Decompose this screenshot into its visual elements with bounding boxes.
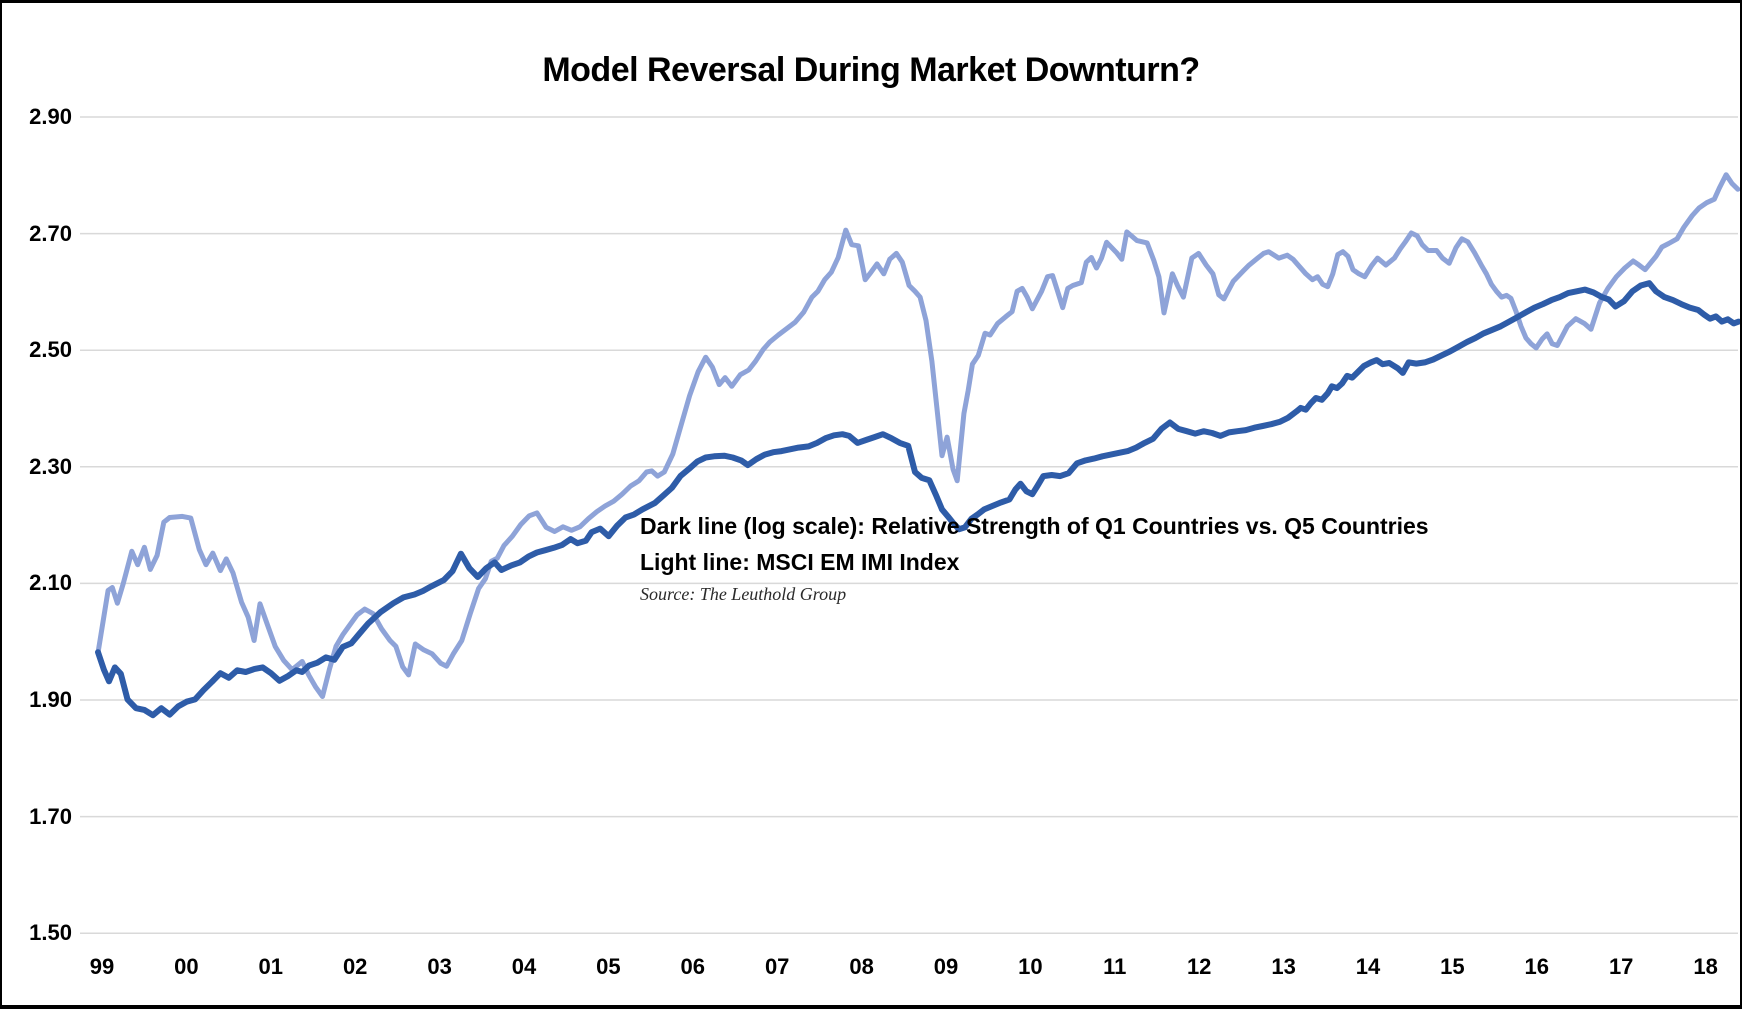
- series-dark-line: [95, 280, 1740, 719]
- x-axis-tick-label: 06: [680, 954, 706, 979]
- legend-light-line-label: Light line: MSCI EM IMI Index: [640, 549, 960, 575]
- y-axis-tick-label: 1.90: [29, 687, 72, 712]
- source-credit: Source: The Leuthold Group: [640, 584, 847, 604]
- y-axis-tick-label: 1.50: [29, 920, 72, 946]
- x-axis-tick-label: 10: [1018, 954, 1043, 979]
- chart-canvas: [80, 116, 1740, 934]
- x-axis-tick-label: 02: [342, 954, 368, 979]
- x-axis-tick-label: 99: [89, 954, 115, 979]
- y-axis-tick-label: 1.70: [29, 803, 72, 829]
- y-axis-tick-label: 2.10: [29, 570, 72, 596]
- x-axis-tick-label: 17: [1608, 954, 1634, 979]
- legend-dark-line-label: Dark line (log scale): Relative Strength…: [640, 513, 1429, 539]
- y-axis-tick-label: 2.50: [29, 337, 72, 363]
- x-axis-tick-label: 16: [1524, 954, 1550, 979]
- x-axis-tick-label: 01: [258, 954, 284, 979]
- x-axis-tick-label: 13: [1271, 954, 1296, 979]
- y-axis-tick-label: 2.70: [29, 220, 72, 246]
- x-axis-tick-label: 04: [511, 954, 537, 979]
- y-axis-tick-label: 2.90: [29, 104, 72, 129]
- x-axis-tick-label: 09: [933, 954, 959, 979]
- x-axis-tick-label: 08: [849, 954, 874, 979]
- x-axis-tick-label: 15: [1440, 954, 1465, 979]
- x-axis-tick-label: 18: [1693, 954, 1718, 979]
- x-axis-tick-label: 11: [1103, 954, 1127, 979]
- x-axis-tick-label: 14: [1355, 954, 1381, 979]
- x-axis-tick-label: 05: [596, 954, 621, 979]
- chart-title: Model Reversal During Market Downturn?: [542, 51, 1200, 89]
- x-axis-tick-label: 00: [174, 954, 199, 979]
- series-light-line: [95, 172, 1740, 699]
- x-axis-tick-label: 07: [764, 954, 790, 979]
- x-axis-tick-label: 03: [427, 954, 452, 979]
- x-axis-tick-label: 12: [1186, 954, 1212, 979]
- y-axis-tick-label: 2.30: [29, 453, 72, 479]
